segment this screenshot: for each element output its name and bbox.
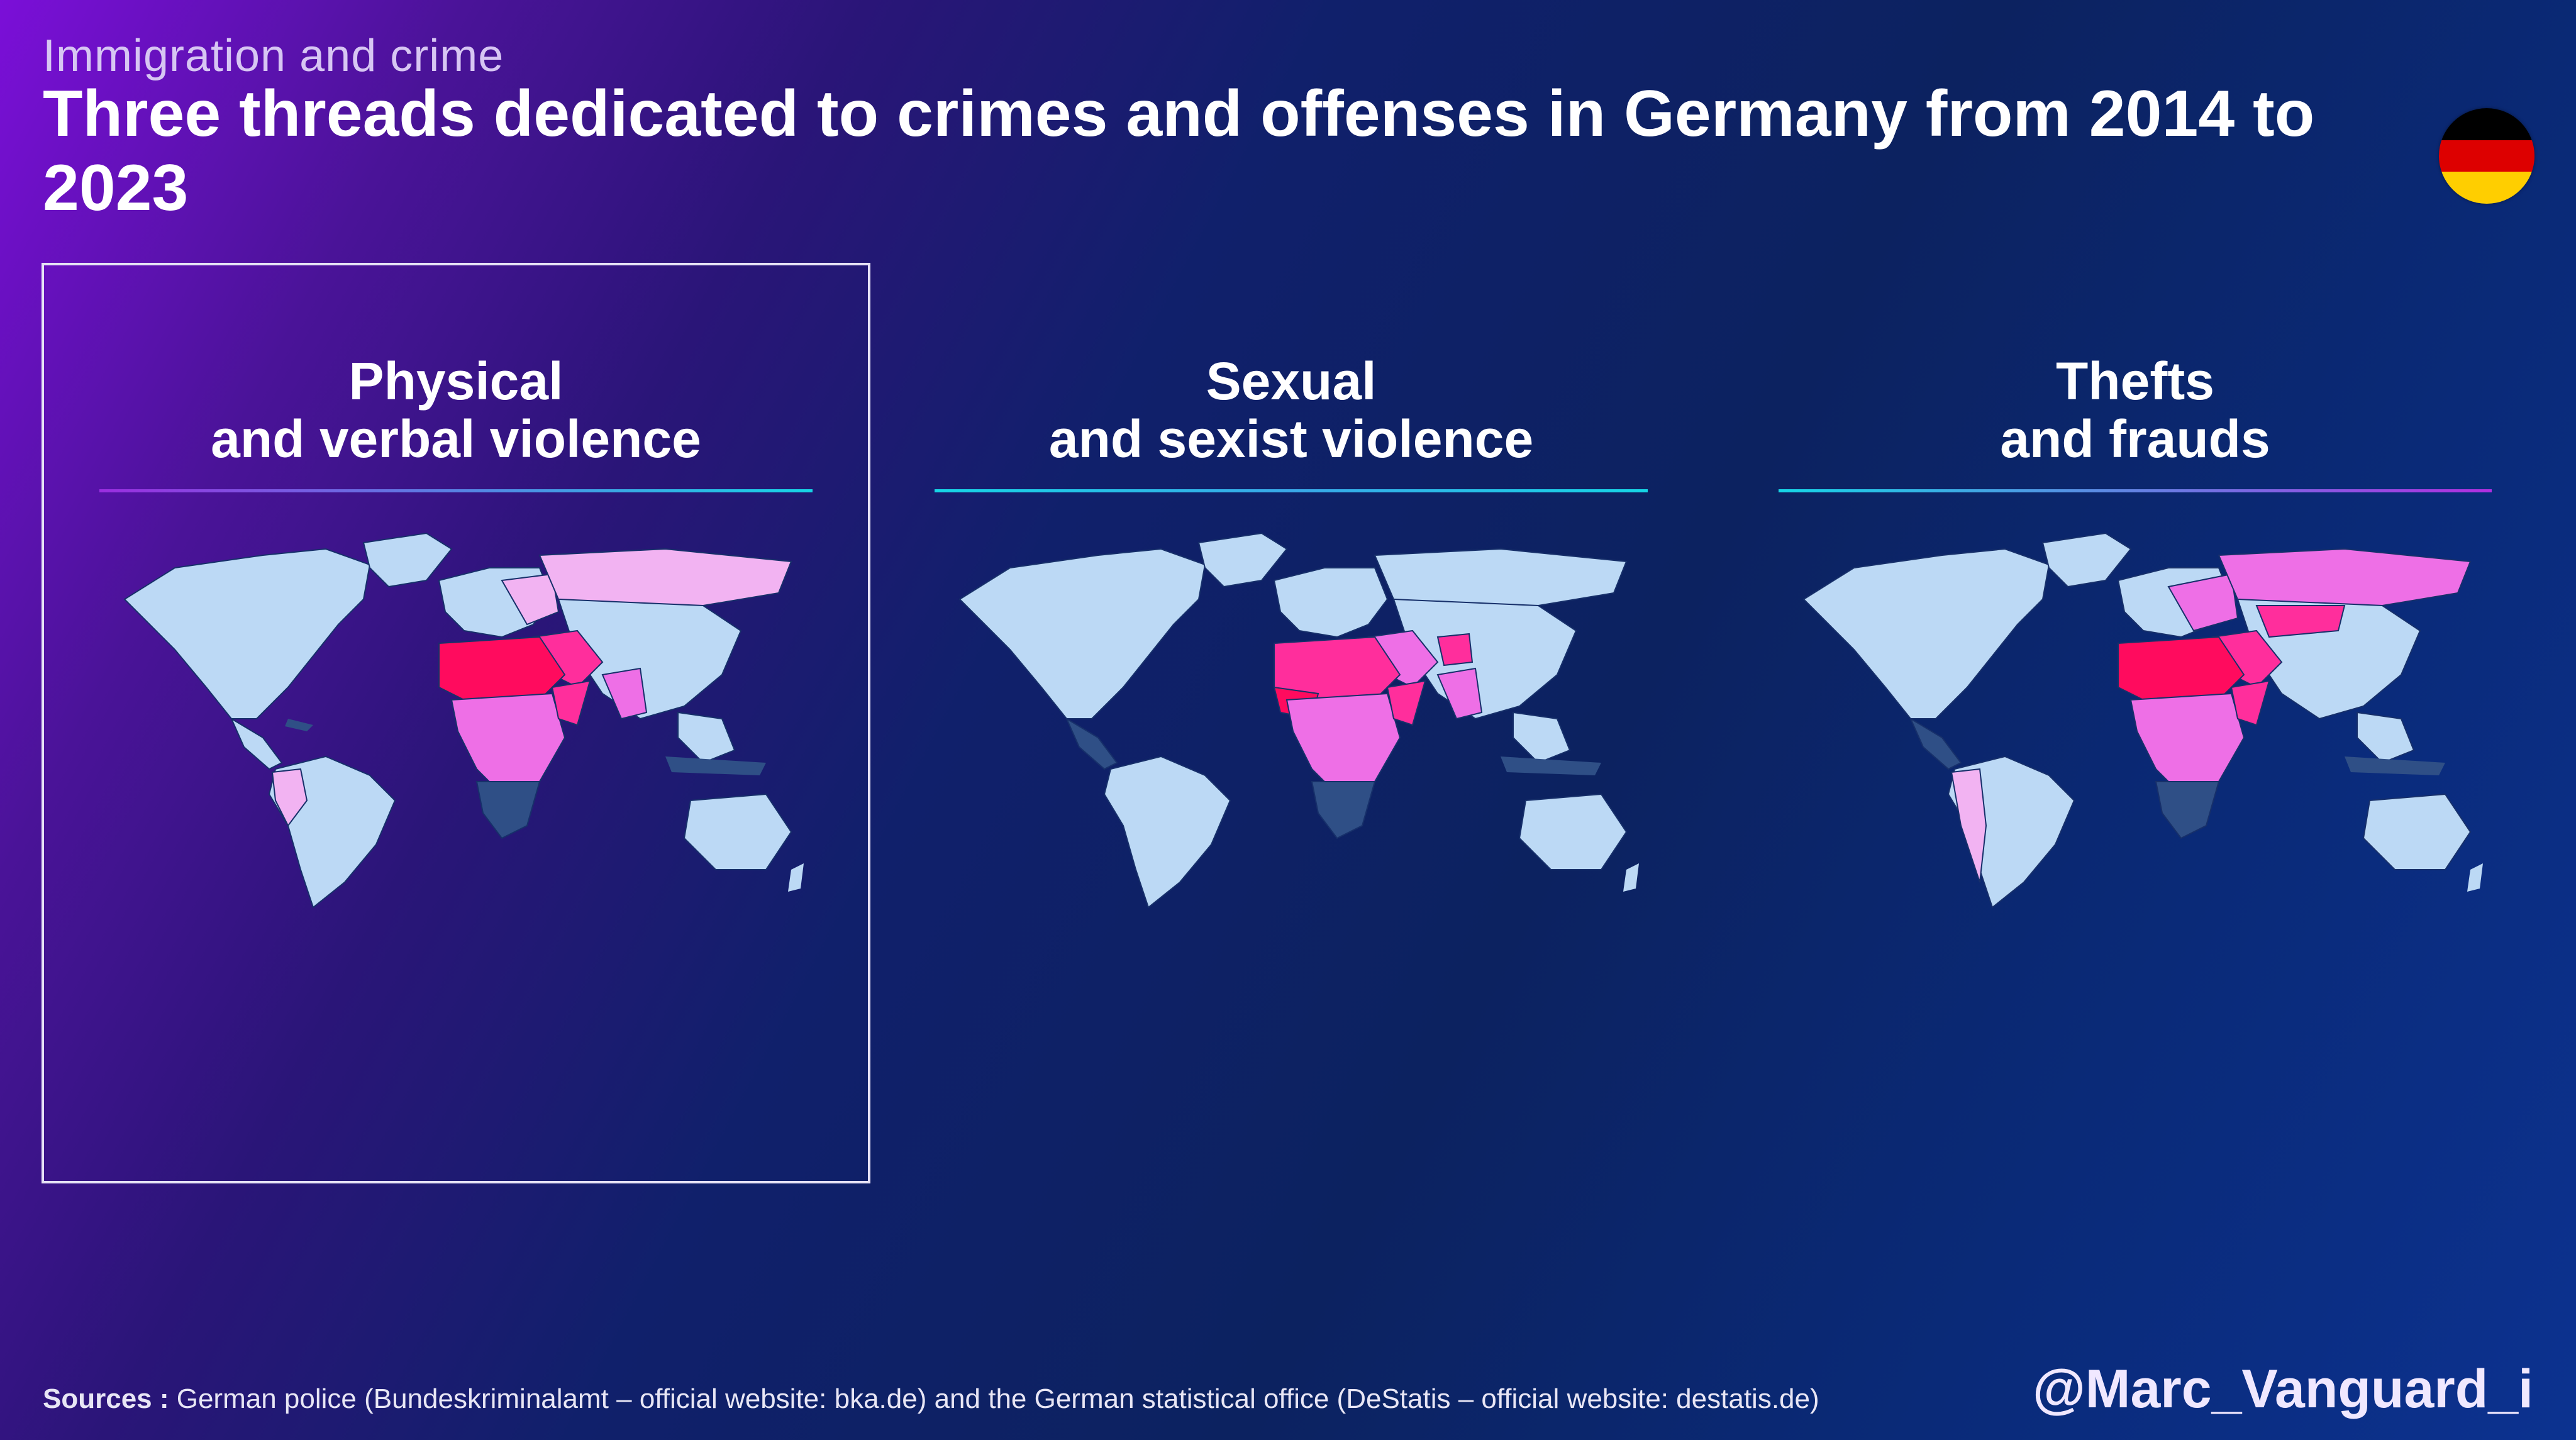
north-america xyxy=(1802,548,2050,719)
indonesia xyxy=(1501,756,1601,775)
flag-stripe-red xyxy=(2439,140,2534,172)
central-america xyxy=(1065,717,1118,770)
panel-divider xyxy=(1779,489,2492,492)
sources-text: German police (Bundeskriminalamt – offic… xyxy=(169,1383,1819,1414)
panel-title: Thefts and frauds xyxy=(1779,352,2492,468)
new-zealand xyxy=(2467,863,2483,892)
north-america xyxy=(123,548,371,719)
africa-horn xyxy=(2230,680,2270,726)
russia xyxy=(2218,548,2472,606)
indonesia xyxy=(665,756,766,775)
panel-thefts-frauds[interactable]: Thefts and frauds xyxy=(1779,352,2492,968)
sources-note: Sources : German police (Bundeskriminala… xyxy=(43,1383,1819,1415)
flag-stripe-gold xyxy=(2439,172,2534,204)
author-handle: @Marc_Vanguard_i xyxy=(2032,1359,2533,1419)
caribbean xyxy=(285,719,313,731)
germany-flag-icon xyxy=(2439,108,2534,204)
sa-west-pink xyxy=(1950,768,1987,883)
africa-south xyxy=(475,781,541,839)
panel-divider xyxy=(99,489,813,492)
southeast-asia xyxy=(2357,711,2415,764)
central-america xyxy=(1909,717,1962,770)
south-asia xyxy=(601,667,648,720)
selected-panel-frame xyxy=(42,263,870,1183)
panel-divider xyxy=(935,489,1648,492)
africa-central xyxy=(450,692,566,795)
central-asia xyxy=(2255,605,2346,638)
africa-south xyxy=(2155,781,2220,839)
europe-east-pink xyxy=(2167,573,2239,632)
africa-horn xyxy=(1386,680,1426,726)
russia xyxy=(1374,548,1628,606)
sources-label: Sources : xyxy=(43,1383,169,1414)
afghanistan xyxy=(1436,633,1474,667)
australia xyxy=(2362,793,2472,870)
russia xyxy=(538,548,792,606)
flag-stripe-black xyxy=(2439,108,2534,140)
greenland xyxy=(2041,532,2132,588)
north-america xyxy=(958,548,1206,719)
panel-sexual-sexist-violence[interactable]: Sexual and sexist violence xyxy=(935,352,1648,968)
panel-title-line1: Thefts xyxy=(2056,352,2214,411)
africa-south xyxy=(1311,781,1376,839)
panel-title: Physical and verbal violence xyxy=(99,352,813,468)
page-title: Three threads dedicated to crimes and of… xyxy=(43,77,2315,224)
africa-horn xyxy=(551,680,591,726)
new-zealand xyxy=(1623,863,1639,892)
kicker: Immigration and crime xyxy=(43,31,504,81)
panel-title-line1: Sexual xyxy=(1206,352,1377,411)
europe-east-pink xyxy=(501,573,560,626)
south-america xyxy=(1103,755,1231,909)
south-asia xyxy=(1436,667,1483,720)
world-map-thefts xyxy=(1802,532,2483,909)
africa-central xyxy=(1285,692,1401,795)
new-zealand xyxy=(788,863,804,892)
southeast-asia xyxy=(677,711,736,764)
greenland xyxy=(362,532,453,588)
panel-title-line2: and frauds xyxy=(2000,409,2270,468)
panel-title-line2: and verbal violence xyxy=(211,409,701,468)
southeast-asia xyxy=(1513,711,1571,764)
panel-physical-verbal-violence[interactable]: Physical and verbal violence xyxy=(99,352,813,968)
australia xyxy=(683,793,792,870)
panel-title-line1: Physical xyxy=(348,352,564,411)
greenland xyxy=(1197,532,1288,588)
world-map-sexual xyxy=(958,532,1639,909)
australia xyxy=(1518,793,1628,870)
europe xyxy=(1273,567,1389,638)
indonesia xyxy=(2345,756,2445,775)
africa-central xyxy=(2129,692,2245,795)
central-america xyxy=(230,717,283,770)
sa-west-pink xyxy=(271,768,308,827)
world-map-physical xyxy=(123,532,804,909)
panel-title: Sexual and sexist violence xyxy=(935,352,1648,468)
panel-title-line2: and sexist violence xyxy=(1048,409,1534,468)
